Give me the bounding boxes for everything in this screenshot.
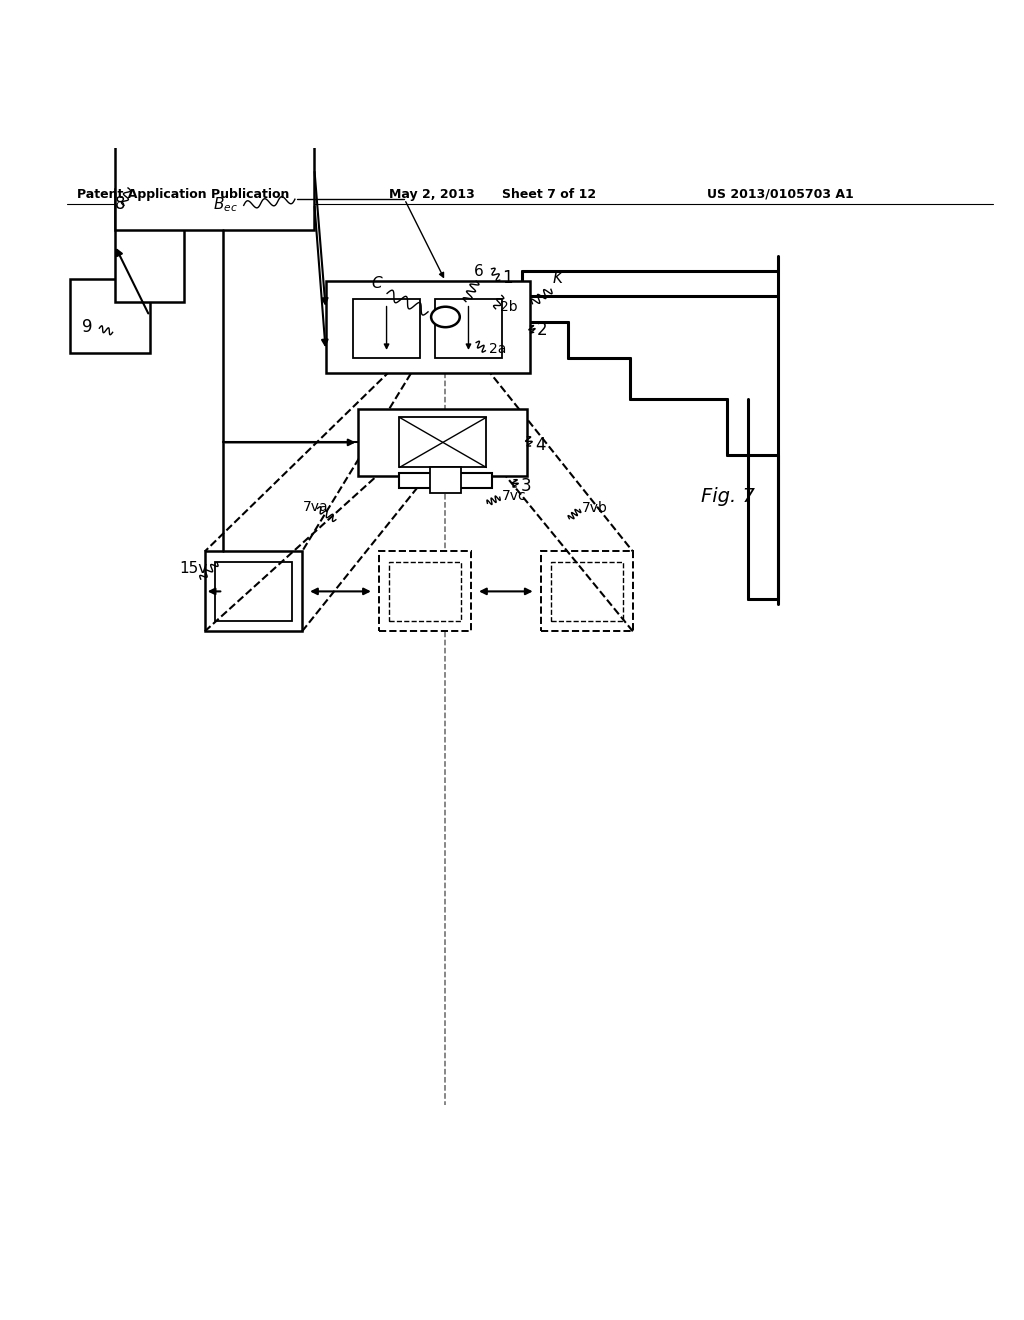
Bar [205, 552, 302, 631]
Text: 6: 6 [474, 264, 484, 279]
Bar [435, 298, 502, 358]
Text: 7vb: 7vb [582, 502, 607, 515]
Bar [541, 552, 633, 631]
Text: 2b: 2b [500, 300, 517, 314]
Text: Fig. 7: Fig. 7 [701, 487, 756, 506]
Bar [399, 417, 486, 467]
Bar [430, 467, 461, 494]
Text: 15v: 15v [179, 561, 208, 576]
Text: US 2013/0105703 A1: US 2013/0105703 A1 [707, 187, 853, 201]
Bar [70, 279, 150, 352]
Text: 4: 4 [536, 436, 546, 454]
Bar [399, 473, 492, 488]
Text: Patent Application Publication: Patent Application Publication [77, 187, 289, 201]
Text: 2: 2 [537, 321, 547, 339]
Text: 3: 3 [520, 477, 530, 495]
Bar [551, 562, 623, 622]
Bar [389, 562, 461, 622]
Text: 2a: 2a [489, 342, 507, 355]
Text: K: K [553, 271, 563, 286]
Bar [115, 189, 184, 301]
Bar [115, 143, 314, 230]
Ellipse shape [431, 306, 460, 327]
Bar [358, 409, 527, 475]
Text: 1: 1 [502, 269, 512, 286]
Text: Sheet 7 of 12: Sheet 7 of 12 [502, 187, 596, 201]
Bar [379, 552, 471, 631]
Text: C: C [372, 276, 382, 292]
Text: $B_{ec}$: $B_{ec}$ [213, 195, 238, 214]
Bar [326, 281, 530, 374]
Text: 9: 9 [82, 318, 92, 337]
Text: 7va: 7va [303, 500, 329, 515]
Text: 7vc: 7vc [502, 490, 526, 503]
Text: 8: 8 [115, 195, 125, 214]
Text: May 2, 2013: May 2, 2013 [389, 187, 475, 201]
Bar [353, 298, 420, 358]
Bar [215, 562, 292, 622]
